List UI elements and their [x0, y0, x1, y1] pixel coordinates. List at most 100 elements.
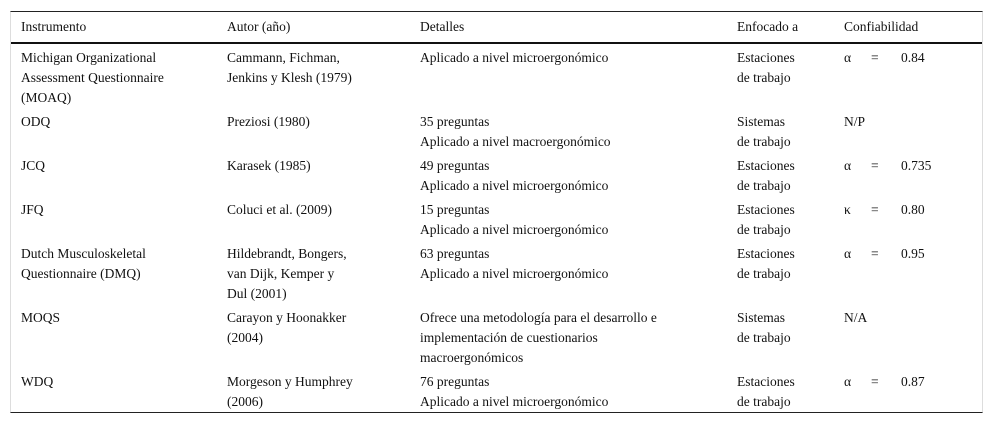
cell-instrumento: ODQ	[11, 112, 227, 152]
header-autor: Autor (año)	[227, 19, 291, 34]
table-row: JCQ Karasek (1985) 49 preguntas Aplicado a …	[11, 152, 982, 196]
reliability-eq: =	[871, 246, 879, 261]
reliability-symbol: κ	[844, 202, 851, 217]
reliability-symbol: N/A	[844, 310, 868, 325]
cell-confiabilidad: α = 0.84	[844, 48, 972, 108]
cell-confiabilidad: N/A	[844, 308, 972, 368]
cell-enfocado: Estaciones de trabajo	[737, 372, 844, 412]
cell-detalles: 63 preguntas Aplicado a nivel microergonó…	[420, 244, 737, 304]
cell-line: de trabajo	[737, 394, 791, 409]
header-confiabilidad: Confiabilidad	[844, 19, 919, 34]
cell-enfocado: Estaciones de trabajo	[737, 156, 844, 196]
cell-line: Estaciones	[737, 202, 795, 217]
cell-line: 76 preguntas	[420, 374, 490, 389]
cell-line: Assessment Questionnaire	[21, 70, 164, 85]
cell-line: Hildebrandt, Bongers,	[227, 246, 347, 261]
reliability-symbol: N/P	[844, 114, 866, 129]
cell-line: de trabajo	[737, 222, 791, 237]
cell-detalles: 49 preguntas Aplicado a nivel microergonó…	[420, 156, 737, 196]
cell-line: (MOAQ)	[21, 90, 72, 105]
reliability-eq: =	[871, 202, 879, 217]
cell-line: Jenkins y Klesh (1979)	[227, 70, 352, 85]
cell-line: MOQS	[21, 310, 61, 325]
table-row: MOQS Carayon y Hoonakker (2004) Ofrece una …	[11, 304, 982, 368]
table-header: Instrumento Autor (año) Detalles Enfocad…	[11, 12, 982, 44]
cell-line: de trabajo	[737, 266, 791, 281]
cell-line: Estaciones	[737, 50, 795, 65]
cell-detalles: 76 preguntas Aplicado a nivel microergonó…	[420, 372, 737, 412]
cell-instrumento: JCQ	[11, 156, 227, 196]
cell-detalles: 35 preguntas Aplicado a nivel macroergonó…	[420, 112, 737, 152]
cell-instrumento: Dutch Musculoskeletal Questionnaire (DMQ)	[11, 244, 227, 304]
cell-line: Dul (2001)	[227, 286, 287, 301]
cell-confiabilidad: α = 0.87	[844, 372, 972, 412]
reliability-symbol: α	[844, 50, 852, 65]
table-row: Dutch Musculoskeletal Questionnaire (DMQ)…	[11, 240, 982, 304]
cell-line: Aplicado a nivel microergonómico	[420, 266, 609, 281]
cell-line: Karasek (1985)	[227, 158, 311, 173]
cell-line: 63 preguntas	[420, 246, 490, 261]
cell-line: Ofrece una metodología para el desarroll…	[420, 310, 657, 325]
cell-line: van Dijk, Kemper y	[227, 266, 335, 281]
cell-line: (2004)	[227, 330, 263, 345]
reliability-value: 0.735	[901, 158, 932, 173]
cell-autor: Hildebrandt, Bongers, van Dijk, Kemper y D…	[227, 244, 420, 304]
cell-autor: Preziosi (1980)	[227, 112, 420, 152]
cell-enfocado: Sistemas de trabajo	[737, 112, 844, 152]
cell-line: Aplicado a nivel microergonómico	[420, 394, 609, 409]
cell-detalles: 15 preguntas Aplicado a nivel microergonó…	[420, 200, 737, 240]
cell-autor: Carayon y Hoonakker (2004)	[227, 308, 420, 368]
cell-line: WDQ	[21, 374, 54, 389]
cell-line: ODQ	[21, 114, 51, 129]
cell-instrumento: MOQS	[11, 308, 227, 368]
cell-line: Dutch Musculoskeletal	[21, 246, 146, 261]
cell-autor: Cammann, Fichman, Jenkins y Klesh (1979)	[227, 48, 420, 108]
table-row: ODQ Preziosi (1980) 35 preguntas Aplicado a…	[11, 108, 982, 152]
cell-line: Cammann, Fichman,	[227, 50, 340, 65]
cell-line: JFQ	[21, 202, 44, 217]
cell-autor: Coluci et al. (2009)	[227, 200, 420, 240]
instruments-table: Instrumento Autor (año) Detalles Enfocad…	[10, 11, 983, 413]
reliability-value: 0.84	[901, 50, 925, 65]
cell-line: Aplicado a nivel microergonómico	[420, 222, 609, 237]
cell-enfocado: Estaciones de trabajo	[737, 244, 844, 304]
reliability-symbol: α	[844, 246, 852, 261]
table-body: Michigan Organizational Assessment Questi…	[11, 44, 982, 412]
cell-instrumento: Michigan Organizational Assessment Questi…	[11, 48, 227, 108]
header-instrumento: Instrumento	[21, 19, 87, 34]
cell-line: Coluci et al. (2009)	[227, 202, 332, 217]
reliability-symbol: α	[844, 374, 852, 389]
cell-line: Sistemas	[737, 310, 786, 325]
cell-line: 35 preguntas	[420, 114, 490, 129]
cell-instrumento: JFQ	[11, 200, 227, 240]
cell-line: (2006)	[227, 394, 263, 409]
cell-line: de trabajo	[737, 330, 791, 345]
cell-autor: Karasek (1985)	[227, 156, 420, 196]
cell-line: Aplicado a nivel microergonómico	[420, 178, 609, 193]
cell-line: 15 preguntas	[420, 202, 490, 217]
cell-line: 49 preguntas	[420, 158, 490, 173]
reliability-value: 0.95	[901, 246, 925, 261]
cell-autor: Morgeson y Humphrey (2006)	[227, 372, 420, 412]
cell-enfocado: Estaciones de trabajo	[737, 48, 844, 108]
header-enfocado: Enfocado a	[737, 19, 799, 34]
reliability-eq: =	[871, 158, 879, 173]
cell-line: implementación de cuestionarios	[420, 330, 598, 345]
cell-confiabilidad: α = 0.95	[844, 244, 972, 304]
table-row: JFQ Coluci et al. (2009) 15 preguntas Aplic…	[11, 196, 982, 240]
cell-line: Michigan Organizational	[21, 50, 157, 65]
reliability-symbol: α	[844, 158, 852, 173]
cell-line: Morgeson y Humphrey	[227, 374, 353, 389]
cell-line: Aplicado a nivel macroergonómico	[420, 134, 611, 149]
cell-detalles: Ofrece una metodología para el desarroll…	[420, 308, 737, 368]
cell-enfocado: Sistemas de trabajo	[737, 308, 844, 368]
reliability-eq: =	[871, 374, 879, 389]
cell-line: Estaciones	[737, 158, 795, 173]
reliability-eq: =	[871, 50, 879, 65]
table-row: Michigan Organizational Assessment Questi…	[11, 44, 982, 108]
reliability-eq	[871, 112, 901, 152]
header-detalles: Detalles	[420, 19, 465, 34]
cell-line: Estaciones	[737, 374, 795, 389]
cell-line: Preziosi (1980)	[227, 114, 310, 129]
table-row: WDQ Morgeson y Humphrey (2006) 76 preguntas…	[11, 368, 982, 412]
